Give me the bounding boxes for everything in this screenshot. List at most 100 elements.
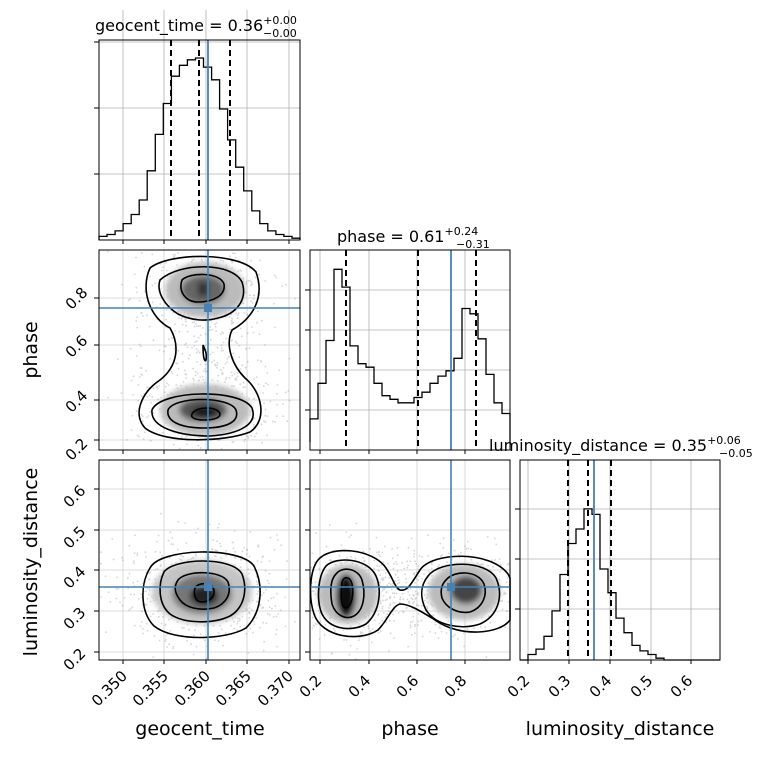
sample-point (107, 396, 110, 399)
sample-point (222, 332, 225, 335)
sample-point (410, 633, 413, 636)
sample-point (218, 523, 220, 525)
sample-point (104, 575, 107, 577)
sample-point (192, 383, 195, 385)
sample-point (216, 549, 218, 552)
sample-point (413, 553, 416, 555)
sample-point (249, 530, 252, 533)
sample-point (186, 623, 189, 626)
x-tick-phase-0: 0.2 (296, 672, 326, 702)
sample-point (402, 610, 404, 613)
sample-point (115, 588, 118, 590)
sample-point (253, 378, 255, 380)
sample-point (494, 559, 496, 561)
sample-point (140, 373, 143, 376)
sample-point (184, 318, 187, 321)
sample-point (412, 573, 415, 575)
sample-point (245, 291, 248, 294)
sample-point (417, 604, 420, 607)
sample-point (411, 598, 414, 601)
2d-phase-lumdist-ticks (305, 488, 466, 664)
sample-point (185, 373, 188, 376)
sample-point (149, 275, 152, 278)
sample-point (417, 579, 420, 582)
sample-point (147, 593, 150, 596)
sample-point (384, 576, 387, 579)
sample-point (264, 414, 267, 417)
sample-point (242, 302, 245, 305)
sample-point (235, 256, 238, 259)
sample-point (262, 606, 264, 609)
sample-point (244, 366, 247, 369)
sample-point (203, 370, 205, 372)
sample-point (345, 639, 348, 641)
sample-point (225, 554, 228, 557)
sample-point (401, 561, 403, 564)
sample-point (192, 258, 195, 261)
x-tick-geocent-4: 0.370 (254, 667, 297, 710)
sample-point (504, 626, 507, 628)
sample-point (505, 592, 507, 595)
panel-hist-luminosity-distance: luminosity_distance = 0.35+0.06 −0.05 0.2… (489, 434, 753, 740)
sample-point (255, 580, 258, 583)
sample-point (348, 536, 351, 539)
sample-point (426, 593, 429, 596)
sample-point (196, 372, 199, 375)
sample-point (148, 325, 151, 328)
sample-point (194, 553, 197, 556)
sample-point (504, 593, 507, 595)
sample-point (273, 274, 276, 277)
sample-point (506, 577, 509, 579)
sample-point (313, 561, 316, 564)
sample-point (196, 325, 198, 327)
sample-point (266, 612, 269, 615)
sample-point (245, 607, 248, 610)
sample-point (381, 619, 383, 622)
sample-point (231, 339, 233, 342)
sample-point (260, 594, 263, 597)
y-ticklabels-phase: 0.2 0.4 0.6 0.8 (62, 284, 92, 465)
sample-point (129, 298, 132, 301)
sample-point (284, 596, 287, 599)
sample-point (192, 653, 195, 656)
sample-point (253, 294, 256, 297)
sample-point (251, 599, 254, 602)
sample-point (175, 384, 178, 386)
2d-geocent-lumdist-contours (142, 551, 261, 639)
sample-point (252, 294, 255, 297)
sample-point (221, 371, 224, 374)
sample-point (231, 261, 234, 264)
sample-point (404, 573, 406, 575)
truth-marker-geocent-phase (204, 304, 212, 312)
sample-point (396, 570, 399, 573)
sample-point (211, 548, 214, 551)
sample-point (225, 376, 228, 379)
sample-point (192, 556, 195, 559)
sample-point (133, 552, 136, 554)
sample-point (140, 413, 143, 416)
sample-point (264, 280, 267, 282)
truth-marker-geocent-lumdist (204, 583, 212, 591)
sample-point (288, 357, 291, 360)
sample-point (247, 612, 250, 614)
sample-point (253, 425, 255, 428)
sample-point (149, 439, 152, 442)
sample-point (388, 619, 391, 622)
sample-point (198, 351, 201, 354)
sample-point (133, 562, 135, 565)
sample-point (150, 401, 153, 404)
sample-point (181, 626, 184, 629)
sample-point (272, 616, 275, 618)
sample-point (263, 402, 265, 405)
x-tick-geocent-0: 0.350 (88, 667, 131, 710)
sample-point (159, 551, 162, 554)
sample-point (381, 551, 384, 554)
sample-point (402, 598, 405, 600)
sample-point (109, 601, 112, 603)
sample-point (408, 600, 410, 603)
sample-point (171, 537, 174, 539)
sample-point (275, 633, 277, 636)
sample-point (405, 581, 408, 584)
sample-point (425, 597, 428, 599)
sample-point (479, 626, 482, 628)
